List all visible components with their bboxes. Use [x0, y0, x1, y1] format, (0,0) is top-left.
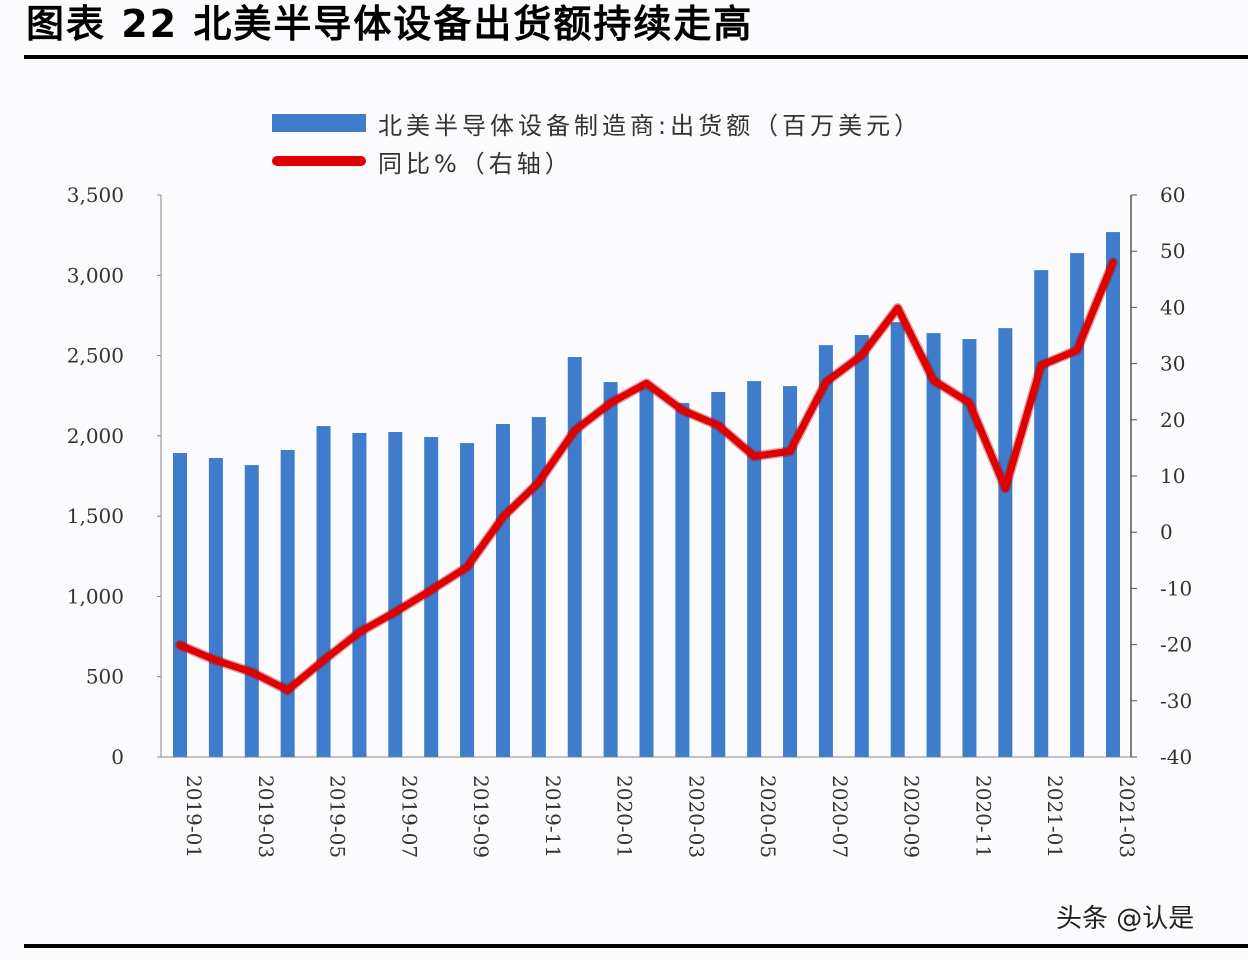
bar [711, 392, 726, 757]
x-tick-label: 2020-03 [684, 775, 708, 858]
legend-label: 同比%（右轴） [378, 149, 573, 178]
left-tick-label: 2,000 [67, 424, 124, 448]
legend-item-yoy: 同比%（右轴） [272, 142, 922, 180]
right-tick-label: -30 [1160, 689, 1192, 713]
left-tick-label: 1,500 [67, 504, 124, 528]
x-tick-label: 2019-05 [326, 775, 350, 858]
bar [890, 322, 905, 757]
bar [818, 345, 833, 757]
bar [316, 426, 331, 757]
top-rule [24, 55, 1248, 59]
chart-legend: 北美半导体设备制造商:出货额（百万美元） 同比%（右轴） [272, 104, 922, 180]
bar [783, 386, 798, 757]
bar [388, 432, 403, 757]
bar [962, 339, 977, 757]
bar [352, 432, 367, 757]
yoy-line [176, 258, 1117, 694]
bar [1070, 253, 1085, 757]
x-tick-label: 2019-01 [182, 775, 206, 858]
x-tick-label: 2020-09 [900, 775, 924, 858]
bar [998, 328, 1013, 757]
bar [460, 443, 475, 757]
left-tick-label: 1,000 [67, 584, 124, 608]
x-tick-label: 2020-05 [756, 775, 780, 858]
bar [854, 335, 869, 757]
x-tick-label: 2019-03 [254, 775, 278, 858]
x-tick-label: 2020-01 [613, 775, 637, 858]
left-tick-label: 3,500 [67, 183, 124, 207]
x-tick-label: 2019-09 [469, 775, 493, 858]
legend-item-shipments: 北美半导体设备制造商:出货额（百万美元） [272, 104, 922, 142]
right-tick-label: 50 [1160, 239, 1185, 263]
left-tick-label: 0 [111, 745, 124, 769]
left-tick-label: 500 [86, 665, 124, 689]
bar [173, 453, 187, 757]
bar [495, 423, 510, 757]
bar [424, 436, 439, 757]
bar [531, 417, 546, 757]
right-tick-label: 10 [1160, 464, 1185, 488]
watermark: 头条 @认是 [1056, 904, 1195, 934]
right-tick-label: 60 [1160, 183, 1185, 207]
bar [567, 357, 582, 757]
bar [675, 402, 690, 757]
legend-bar-swatch [272, 114, 366, 132]
bottom-rule [24, 944, 1248, 948]
right-tick-label: 0 [1160, 520, 1173, 544]
bar [244, 465, 259, 757]
x-tick-label: 2021-03 [1115, 775, 1139, 858]
right-tick-label: 40 [1160, 295, 1185, 319]
bar [208, 458, 223, 757]
right-tick-label: -40 [1160, 745, 1192, 769]
bar [926, 333, 941, 757]
bar [603, 382, 618, 757]
bar [639, 387, 654, 757]
bar [280, 449, 295, 757]
left-tick-label: 2,500 [67, 344, 124, 368]
right-tick-label: 30 [1160, 352, 1185, 376]
right-tick-label: -20 [1160, 633, 1192, 657]
left-tick-label: 3,000 [67, 263, 124, 287]
x-tick-label: 2019-11 [541, 775, 565, 858]
bar [1034, 270, 1049, 757]
x-tick-label: 2019-07 [397, 775, 421, 858]
x-tick-label: 2021-01 [1043, 775, 1067, 858]
legend-line-swatch [272, 156, 366, 166]
figure-title: 图表 22 北美半导体设备出货额持续走高 [26, 2, 754, 46]
bar [1106, 232, 1120, 758]
x-tick-label: 2020-11 [971, 775, 995, 858]
bar [747, 381, 762, 757]
right-tick-label: 20 [1160, 408, 1185, 432]
x-tick-label: 2020-07 [828, 775, 852, 858]
right-tick-label: -10 [1160, 576, 1192, 600]
legend-label: 北美半导体设备制造商:出货额（百万美元） [378, 111, 923, 140]
